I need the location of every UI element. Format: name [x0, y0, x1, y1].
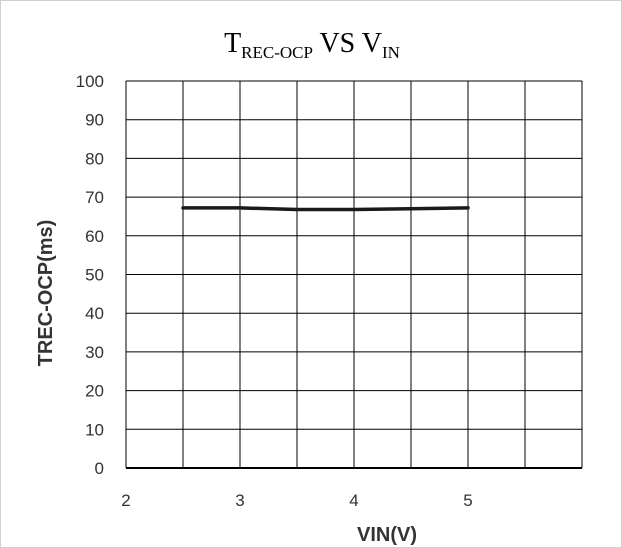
y-tick-label: 50: [85, 266, 104, 285]
grid: [126, 81, 582, 468]
y-tick-label: 90: [85, 111, 104, 130]
y-tick-label: 80: [85, 149, 104, 168]
y-tick-label: 70: [85, 188, 104, 207]
y-tick-label: 60: [85, 227, 104, 246]
title-v-subscript: IN: [382, 43, 400, 62]
title-t-subscript: REC-OCP: [241, 43, 313, 62]
x-tick-label: 4: [349, 491, 358, 510]
series-line: [183, 208, 468, 210]
title-vs-v: VS V: [313, 28, 382, 59]
x-tick-labels: 2 3 4 5: [121, 491, 472, 510]
chart-title: TREC-OCP VS VIN: [224, 28, 400, 62]
x-tick-label: 5: [463, 491, 472, 510]
x-tick-label: 2: [121, 491, 130, 510]
y-tick-label: 30: [85, 343, 104, 362]
x-tick-label: 3: [235, 491, 244, 510]
x-axis-label: VIN(V): [357, 524, 417, 546]
y-tick-label: 0: [95, 459, 104, 478]
y-tick-label: 100: [76, 72, 104, 91]
y-axis-label: TREC-OCP(ms): [35, 220, 57, 367]
svg-text:TREC-OCP VS VIN: TREC-OCP VS VIN: [224, 28, 400, 62]
series-layer: [183, 208, 468, 210]
title-t: T: [224, 28, 241, 59]
y-tick-label: 20: [85, 382, 104, 401]
y-tick-label: 10: [85, 420, 104, 439]
y-tick-labels: 0 10 20 30 40 50 60 70 80 90 100: [76, 72, 104, 478]
y-tick-label: 40: [85, 304, 104, 323]
